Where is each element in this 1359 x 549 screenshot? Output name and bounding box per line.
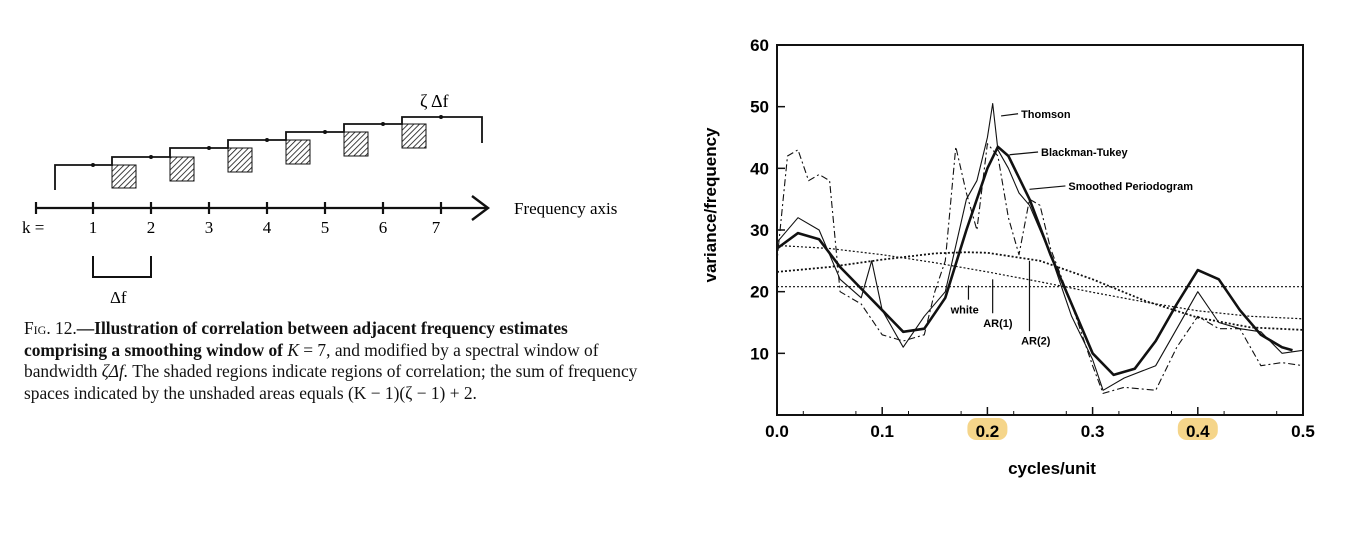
caption-fig-number: Fig. 12. <box>24 318 77 338</box>
x-axis-label: cycles/unit <box>1008 459 1096 478</box>
x-tick-label: 0.3 <box>1081 422 1105 441</box>
tick-highlight <box>1177 418 1218 440</box>
y-tick-label: 50 <box>750 98 769 117</box>
x-ticks: 0.0 0.1 0.2 0.3 0.4 0.5 <box>765 407 1315 441</box>
series-line-ar-2- <box>776 251 1304 331</box>
annotation-label: Thomson <box>1021 109 1071 121</box>
spectrum-chart: 10 20 30 40 50 60 0.0 0.1 0.2 0.3 0.4 0.5 variance… <box>690 0 1359 544</box>
figure-caption: Fig. 12.—Illustration of correlation bet… <box>24 318 644 404</box>
caption-lead: —Illustration of correlation between adj… <box>24 318 568 360</box>
annotation-label: Smoothed Periodogram <box>1068 181 1193 193</box>
delta-f-bracket <box>92 256 152 278</box>
y-tick-label: 30 <box>750 221 769 240</box>
x-tick-label: 0.4 <box>1186 422 1210 441</box>
y-axis-label: variance/frequency <box>701 127 720 283</box>
series-line-ar-1- <box>776 244 1304 320</box>
annotation-label: Blackman-Tukey <box>1041 147 1128 159</box>
spectrum-chart-svg: 10 20 30 40 50 60 0.0 0.1 0.2 0.3 0.4 0.5 variance… <box>701 36 1315 478</box>
k-equals-label: k = <box>22 218 44 237</box>
frequency-axis <box>34 195 490 221</box>
window-step-profile <box>54 116 483 190</box>
k-tick-label: 1 <box>89 218 98 237</box>
annotation-label: AR(1) <box>983 318 1013 330</box>
x-tick-label: 0.2 <box>976 422 1000 441</box>
frequency-axis-label: Frequency axis <box>514 199 617 218</box>
tick-highlight <box>967 418 1008 440</box>
left-figure: ζ Δf Frequency axis k = 1 2 3 4 5 6 7 Δf <box>0 0 680 544</box>
frequency-window-diagram: ζ Δf Frequency axis k = 1 2 3 4 5 6 7 Δf <box>22 91 617 307</box>
x-tick-label: 0.0 <box>765 422 789 441</box>
zeta-delta-f-label: ζ Δf <box>420 91 449 111</box>
caption-zeta: ζΔf. <box>101 361 129 381</box>
delta-f-label: Δf <box>110 288 127 307</box>
k-tick-labels: 1 2 3 4 5 6 7 <box>89 218 441 237</box>
series-line-thomson <box>776 103 1304 391</box>
y-tick-label: 60 <box>750 36 769 55</box>
annotation-leader <box>1009 151 1039 156</box>
y-tick-label: 20 <box>750 283 769 302</box>
series-layer <box>776 103 1304 394</box>
caption-rest: The shaded regions indicate regions of c… <box>24 361 638 403</box>
k-tick-label: 6 <box>379 218 388 237</box>
x-tick-label: 0.5 <box>1291 422 1315 441</box>
annotation-label: white <box>950 304 979 316</box>
annotation-leader <box>1029 185 1066 190</box>
k-tick-label: 7 <box>432 218 441 237</box>
k-tick-label: 2 <box>147 218 156 237</box>
series-line-blackman-tukey <box>776 145 1293 377</box>
annotation-leader <box>1001 113 1019 117</box>
k-tick-label: 5 <box>321 218 330 237</box>
annotation-label: AR(2) <box>1021 336 1051 348</box>
y-tick-label: 10 <box>750 344 769 363</box>
annotations: Thomson Blackman-Tukey Smoothed Periodogra… <box>950 109 1194 348</box>
x-tick-label: 0.1 <box>870 422 894 441</box>
k-tick-label: 3 <box>205 218 214 237</box>
caption-mid: = 7, and modified by a spectral window o… <box>24 339 599 382</box>
step-dots <box>91 115 443 167</box>
tick-highlights <box>967 418 1218 440</box>
k-tick-label: 4 <box>263 218 272 237</box>
y-ticks: 10 20 30 40 50 60 <box>750 36 785 363</box>
caption-k: K <box>287 339 299 360</box>
y-tick-label: 40 <box>750 159 769 178</box>
series-line-smoothed-periodogram <box>776 143 1304 394</box>
shaded-correlation-regions <box>111 123 427 189</box>
